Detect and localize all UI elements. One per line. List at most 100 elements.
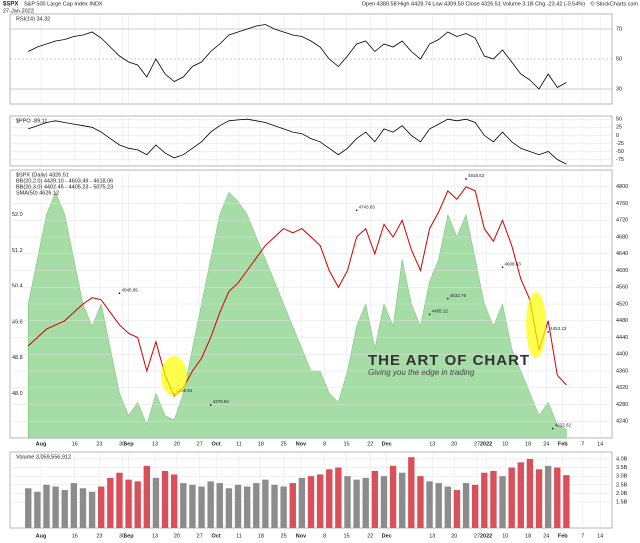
volume-bar bbox=[371, 471, 379, 528]
volume-bar bbox=[225, 488, 233, 528]
annotation-label: 4305.91 bbox=[176, 388, 193, 393]
volume-bar bbox=[417, 476, 424, 528]
y-tick-label: 4720 bbox=[616, 218, 628, 224]
legend-entry: BB(20,3.0) 4402.45 - 4405.23 - 5075.23 bbox=[16, 184, 113, 190]
x-tick-label: Feb bbox=[558, 441, 568, 447]
volume-bar bbox=[444, 486, 452, 528]
legend-entry: Volume 3,059,556,912 bbox=[16, 454, 71, 460]
volume-bar bbox=[490, 471, 497, 528]
x-tick-label: Aug bbox=[36, 533, 47, 539]
x-tick-label: Dec bbox=[382, 441, 392, 447]
annotation-label: 4278.94 bbox=[213, 399, 230, 404]
volume-bar bbox=[517, 462, 524, 528]
volume-bar bbox=[426, 481, 433, 528]
y-tick-label: 4560 bbox=[616, 285, 628, 291]
x-tick-label: 11 bbox=[236, 533, 242, 539]
x-tick-label: Feb bbox=[558, 533, 568, 539]
y-tick-label: 4760 bbox=[616, 201, 628, 207]
volume-bar bbox=[125, 479, 132, 528]
volume-bar bbox=[143, 465, 151, 528]
volume-bar bbox=[79, 488, 87, 528]
annotation-label: 4743.83 bbox=[359, 204, 376, 209]
x-tick-label: 27 bbox=[474, 441, 480, 447]
volume-bar bbox=[353, 479, 360, 528]
y-tick-label: 0 bbox=[616, 133, 619, 139]
volume-bar bbox=[326, 469, 333, 528]
volume-bar bbox=[298, 477, 306, 528]
annotation-label: 4818.62 bbox=[468, 173, 485, 178]
volume-bar bbox=[180, 483, 187, 528]
y-tick-label: 2.5B bbox=[616, 482, 628, 488]
left-tick-label: 48.8 bbox=[12, 355, 23, 361]
quote: Open 4380.58 High 4428.74 Low 4309.50 Cl… bbox=[362, 1, 585, 7]
y-tick-label: 30 bbox=[616, 86, 622, 92]
x-tick-label: 8 bbox=[323, 533, 326, 539]
volume-bar bbox=[280, 486, 287, 528]
x-tick-label: 27 bbox=[197, 441, 203, 447]
x-tick-label: Sep bbox=[124, 441, 135, 447]
volume-bar bbox=[253, 483, 260, 528]
volume-bar bbox=[243, 486, 251, 528]
x-tick-label: 20 bbox=[451, 533, 457, 539]
x-tick-label: 23 bbox=[96, 533, 102, 539]
x-tick-label: 2022 bbox=[480, 533, 492, 539]
annotation-label: 4545.85 bbox=[121, 287, 138, 292]
x-tick-label: 15 bbox=[344, 533, 350, 539]
left-tick-label: 50.4 bbox=[12, 284, 23, 290]
x-tick-label: 22 bbox=[367, 533, 373, 539]
volume-bar bbox=[499, 476, 506, 528]
y-tick-label: 4600 bbox=[616, 268, 628, 274]
y-tick-label: 4640 bbox=[616, 251, 628, 257]
volume-bar bbox=[216, 483, 223, 528]
y-tick-label: 50 bbox=[616, 117, 622, 123]
y-tick-label: 70 bbox=[616, 26, 622, 32]
y-tick-label: 25 bbox=[616, 125, 622, 131]
x-tick-label: 18 bbox=[258, 533, 264, 539]
volume-bar bbox=[116, 472, 123, 528]
y-tick-label: 4520 bbox=[616, 301, 628, 307]
area-fill bbox=[27, 191, 567, 439]
volume-bar bbox=[88, 491, 96, 528]
x-tick-label: 20 bbox=[451, 441, 457, 447]
volume-bar bbox=[271, 484, 278, 528]
volume-bar bbox=[52, 486, 59, 528]
x-tick-label: 20 bbox=[174, 533, 180, 539]
legend-entry: SMA(50) 4626.12 bbox=[16, 190, 59, 196]
volume-bar bbox=[462, 483, 470, 528]
volume-bar bbox=[399, 472, 406, 528]
y-tick-label: 4680 bbox=[616, 234, 628, 240]
volume-bar bbox=[362, 477, 369, 528]
y-tick-label: -50 bbox=[616, 149, 624, 155]
y-tick-label: 2.0B bbox=[616, 491, 628, 497]
x-tick-label: 18 bbox=[525, 533, 531, 539]
x-tick-label: Nov bbox=[296, 533, 307, 539]
legend-entry: RSI(14) 34.32 bbox=[16, 16, 50, 22]
volume-bar bbox=[170, 474, 178, 528]
volume-bar bbox=[25, 488, 32, 528]
x-tick-label: Oct bbox=[212, 533, 221, 539]
annotation-point bbox=[501, 266, 504, 268]
volume-bar bbox=[535, 469, 543, 528]
y-tick-label: -25 bbox=[616, 141, 624, 147]
x-tick-label: 16 bbox=[72, 441, 78, 447]
volume-bar bbox=[544, 465, 552, 528]
volume-bar bbox=[98, 486, 105, 528]
y-tick-label: 1.5B bbox=[616, 500, 628, 506]
annotation-label: 4608.03 bbox=[505, 261, 522, 266]
annotation-label: 4222.62 bbox=[555, 423, 572, 428]
source: © StockCharts.com bbox=[591, 0, 639, 7]
volume-bar bbox=[198, 486, 205, 528]
y-tick-label: 4400 bbox=[616, 352, 628, 358]
x-tick-label: 8 bbox=[323, 441, 326, 447]
annotation-point bbox=[551, 427, 554, 430]
x-tick-label: 18 bbox=[525, 441, 531, 447]
volume-bar bbox=[563, 475, 570, 528]
symbol: $SPX bbox=[3, 2, 18, 8]
volume-bar bbox=[134, 481, 141, 528]
highlight bbox=[526, 292, 546, 358]
x-tick-label: 24 bbox=[543, 533, 549, 539]
watermark-subtitle: Giving you the edge in trading bbox=[368, 368, 475, 377]
annotation-point bbox=[209, 404, 212, 406]
x-tick-label: 18 bbox=[258, 441, 264, 447]
